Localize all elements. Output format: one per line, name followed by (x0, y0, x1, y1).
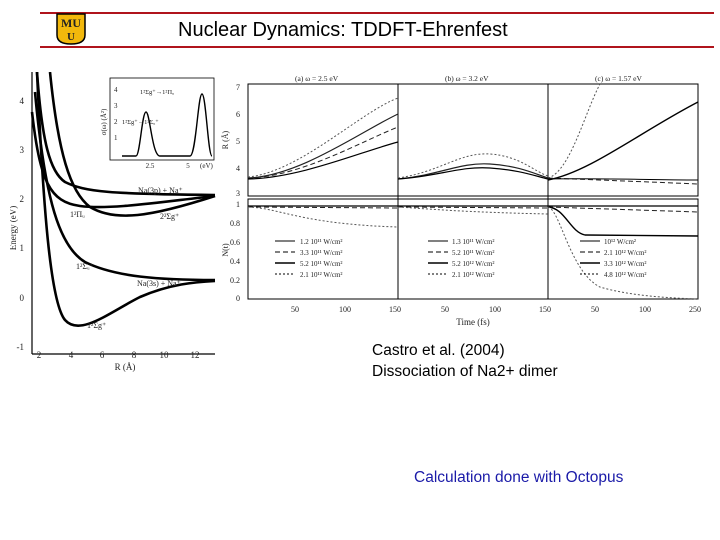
legend-entry: 2.1 10¹² W/cm² (604, 249, 647, 257)
potential-energy-figure: 4 3 2 1 0 -1 Energy (eV) 2 4 6 8 10 12 R… (10, 72, 216, 372)
x-tick: 10 (160, 350, 170, 360)
absorption-inset: 4 3 2 1 σ(ω) (Å²) 2.5 5 (eV) 1²Σg⁺→1²Πᵤ … (100, 77, 215, 170)
x-tick: 12 (191, 350, 200, 360)
y-tick: 1 (20, 243, 25, 253)
panel-a-ionization (247, 205, 399, 228)
x-tick: 150 (389, 305, 401, 314)
bottom-y-tick: 0.6 (230, 238, 240, 247)
logo-letter-u: U (67, 31, 75, 43)
citation-description: Dissociation of Na2+ dimer (372, 363, 558, 380)
legend-entry: 1.3 10¹¹ W/cm² (452, 238, 495, 246)
panel-b-ionization (397, 205, 549, 215)
legend-entry: 5.2 10¹¹ W/cm² (452, 249, 495, 257)
inset-y-tick: 2 (114, 118, 118, 126)
header-rule-bottom (40, 46, 714, 48)
curve-label: Na(3p) + Na⁺ (138, 186, 183, 195)
octopus-note: Calculation done with Octopus (414, 469, 624, 486)
curve-3p-upper (35, 72, 216, 197)
legend-entry: 5.2 10¹² W/cm² (452, 260, 495, 268)
inset-y-tick: 4 (114, 86, 118, 94)
panel-a-bond-length (247, 97, 399, 180)
bottom-panels-frame (247, 198, 699, 300)
y-tick: 4 (20, 96, 25, 106)
bottom-y-tick: 0.8 (230, 219, 240, 228)
legend-entry: 3.3 10¹² W/cm² (604, 260, 647, 268)
x-tick: 8 (132, 350, 137, 360)
panel-b-legend: 1.3 10¹¹ W/cm² 5.2 10¹¹ W/cm² 5.2 10¹² W… (428, 238, 495, 279)
panel-a-legend: 1.2 10¹¹ W/cm² 3.3 10¹¹ W/cm² 5.2 10¹¹ W… (275, 238, 343, 279)
panel-title: (c) ω = 1.57 eV (595, 74, 642, 83)
slide-title: Nuclear Dynamics: TDDFT-Ehrenfest (178, 19, 508, 41)
x-axis-label: Time (fs) (456, 317, 489, 327)
inset-peak-label: 1²Σg⁺→1²Πᵤ (140, 89, 174, 96)
x-axis-label: R (Å) (115, 362, 136, 372)
legend-entry: 4.8 10¹² W/cm² (604, 271, 647, 279)
top-panels-frame (247, 83, 699, 197)
bottom-y-tick: 0 (236, 294, 240, 303)
header-rule-top (40, 12, 714, 14)
curve-1sigma-g (35, 72, 216, 327)
x-tick: 100 (489, 305, 501, 314)
inset-x-label: (eV) (200, 162, 213, 170)
x-tick: 2 (37, 350, 42, 360)
citation-author: Castro et al. (2004) (372, 342, 505, 359)
top-y-tick: 5 (236, 137, 240, 146)
curve-label: Na(3s) + Na⁺ (137, 279, 181, 288)
panel-b-bond-length (397, 153, 549, 180)
legend-entry: 1.2 10¹¹ W/cm² (300, 238, 343, 246)
curve-1sigma-u (33, 91, 216, 282)
y-axis-label: Energy (eV) (10, 206, 18, 251)
top-y-tick: 7 (236, 83, 240, 92)
bottom-y-label: N(t) (221, 243, 230, 257)
legend-entry: 2.1 10¹² W/cm² (452, 271, 495, 279)
x-tick: 6 (100, 350, 105, 360)
x-tick: 100 (339, 305, 351, 314)
curve-1pi-u (30, 111, 216, 209)
x-tick: 50 (291, 305, 299, 314)
university-logo: MU U (56, 13, 86, 45)
curve-label: 1²Πᵤ (70, 210, 85, 219)
panel-c-bond-length (547, 83, 699, 185)
x-tick: 150 (539, 305, 551, 314)
bottom-y-tick: 0.4 (230, 257, 240, 266)
inset-y-tick: 3 (114, 102, 118, 110)
legend-entry: 2.1 10¹² W/cm² (300, 271, 343, 279)
x-tick: 100 (639, 305, 651, 314)
dynamics-figure: (a) ω = 2.5 eV (b) ω = 3.2 eV (c) ω = 1.… (221, 74, 701, 327)
x-tick: 250 (689, 305, 701, 314)
legend-entry: 10¹² W/cm² (604, 238, 636, 246)
inset-y-label: σ(ω) (Å²) (100, 108, 108, 135)
panel-title: (a) ω = 2.5 eV (295, 74, 339, 83)
inset-x-tick: 5 (186, 162, 190, 170)
x-tick: 4 (69, 350, 74, 360)
curve-2sigma-g (48, 72, 216, 217)
panel-c-legend: 10¹² W/cm² 2.1 10¹² W/cm² 3.3 10¹² W/cm²… (580, 238, 647, 279)
panel-title: (b) ω = 3.2 eV (445, 74, 489, 83)
legend-entry: 3.3 10¹¹ W/cm² (300, 249, 343, 257)
y-tick: 3 (20, 145, 25, 155)
x-tick: 50 (591, 305, 599, 314)
inset-y-tick: 1 (114, 134, 118, 142)
legend-entry: 5.2 10¹¹ W/cm² (300, 260, 343, 268)
y-tick: -1 (17, 342, 25, 352)
inset-x-tick: 2.5 (146, 162, 155, 170)
x-tick: 50 (441, 305, 449, 314)
absorption-curve (122, 93, 213, 157)
inset-peak-label: 1²Σg⁺→1²Σᵤ⁺ (122, 119, 159, 126)
panel-c-ionization (547, 205, 699, 300)
top-y-label: R (Å) (221, 130, 230, 149)
bottom-y-tick: 1 (236, 200, 240, 209)
logo-letter-m: MU (61, 16, 81, 30)
curve-label: 2²Σg⁺ (160, 212, 179, 221)
top-y-tick: 3 (236, 189, 240, 198)
top-y-tick: 6 (236, 110, 240, 119)
top-y-tick: 4 (236, 164, 240, 173)
citation: Castro et al. (2004) Dissociation of Na2… (372, 340, 558, 382)
y-tick: 2 (20, 194, 25, 204)
y-tick: 0 (20, 293, 25, 303)
bottom-y-tick: 0.2 (230, 276, 240, 285)
curve-label: 1²Σg⁺ (87, 321, 106, 330)
curve-label: 1²Σᵤ⁺ (76, 262, 94, 271)
